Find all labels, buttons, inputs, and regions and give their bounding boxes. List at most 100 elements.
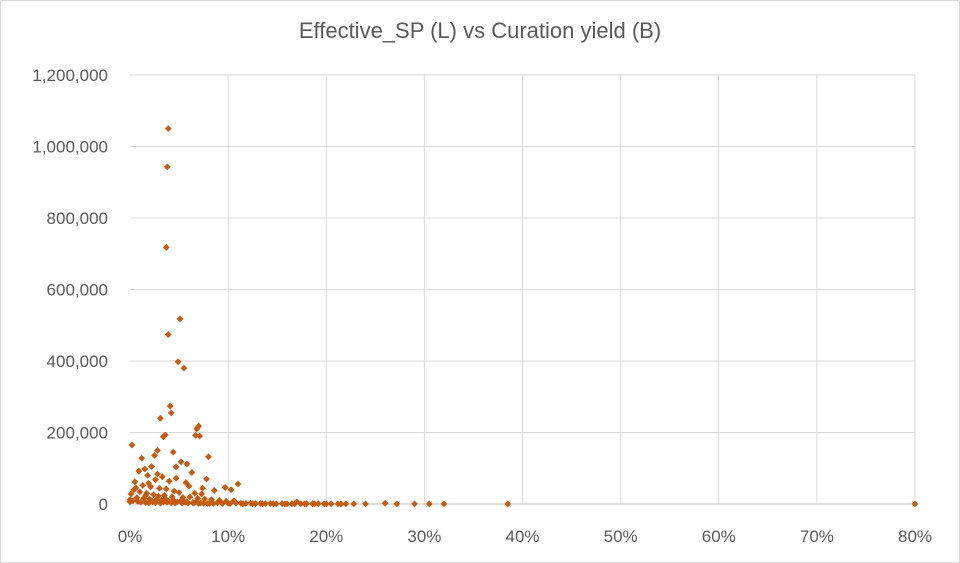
data-point: [213, 499, 221, 507]
data-point: [191, 489, 199, 497]
data-point: [133, 494, 141, 501]
data-point: [177, 458, 185, 466]
data-point: [167, 409, 175, 417]
data-point: [148, 463, 155, 470]
x-tick-label: 10%: [211, 527, 245, 546]
data-point: [177, 497, 185, 505]
data-point: [158, 473, 166, 481]
data-point: [174, 358, 182, 366]
data-point: [182, 479, 190, 486]
y-tick-label: 200,000: [47, 424, 108, 443]
data-point: [311, 500, 318, 508]
data-point: [362, 500, 369, 508]
y-tick-label: 1,000,000: [32, 138, 108, 157]
data-point: [259, 500, 266, 508]
data-point: [161, 495, 169, 503]
data-point: [151, 451, 158, 459]
data-point: [337, 500, 345, 508]
data-point: [154, 446, 161, 454]
y-tick-label: 600,000: [47, 281, 108, 300]
data-point: [152, 499, 159, 507]
data-point: [145, 479, 153, 487]
data-point: [185, 482, 193, 490]
data-point: [227, 486, 235, 494]
data-point: [381, 499, 389, 507]
data-point: [196, 432, 204, 440]
data-point: [192, 498, 200, 506]
data-point: [137, 498, 145, 506]
y-tick-label: 400,000: [47, 352, 108, 371]
data-point: [175, 489, 183, 496]
data-point: [172, 463, 180, 471]
data-point: [425, 500, 433, 508]
data-point: [166, 402, 174, 410]
data-point: [301, 500, 309, 508]
data-point: [195, 500, 203, 507]
data-point: [162, 243, 170, 251]
data-point: [297, 500, 305, 508]
data-point: [269, 500, 277, 508]
data-point: [179, 494, 187, 501]
data-point: [126, 498, 134, 506]
data-point: [154, 470, 161, 478]
data-point: [164, 331, 172, 338]
y-tick-label: 0: [99, 495, 108, 514]
data-point: [136, 488, 144, 496]
data-point: [183, 460, 191, 468]
data-point: [350, 500, 358, 508]
data-point: [134, 498, 142, 505]
data-point: [327, 500, 335, 508]
data-point: [157, 499, 164, 507]
y-tick-label: 1,200,000: [32, 66, 108, 85]
data-point: [504, 500, 512, 508]
x-tick-label: 70%: [800, 527, 834, 546]
chart-title: Effective_SP (L) vs Curation yield (B): [298, 18, 662, 43]
data-point: [127, 490, 135, 498]
data-point: [132, 484, 140, 492]
data-point: [152, 476, 159, 484]
data-point: [188, 469, 196, 476]
data-point: [218, 500, 226, 508]
data-point: [195, 422, 203, 430]
data-point: [210, 487, 218, 494]
data-point: [144, 472, 152, 479]
data-point: [161, 431, 169, 439]
data-point: [204, 500, 211, 507]
data-point: [192, 431, 200, 439]
data-point: [342, 500, 350, 508]
data-point: [176, 315, 184, 323]
data-point: [322, 500, 330, 508]
data-point: [169, 448, 177, 456]
data-point: [393, 500, 401, 508]
data-point: [249, 500, 257, 508]
data-point: [131, 478, 139, 486]
data-point: [159, 433, 167, 441]
x-tick-label: 40%: [505, 527, 539, 546]
data-point: [169, 496, 177, 504]
data-point: [315, 500, 322, 508]
data-point: [193, 425, 201, 433]
x-tick-label: 60%: [702, 527, 736, 546]
data-point: [159, 498, 167, 506]
data-point: [440, 500, 448, 508]
data-point: [142, 492, 150, 499]
x-tick-label: 30%: [407, 527, 441, 546]
data-point: [232, 499, 240, 507]
data-point: [172, 474, 180, 482]
data-point: [139, 482, 147, 489]
x-tick-label: 20%: [309, 527, 343, 546]
data-points: [126, 125, 919, 508]
data-point: [291, 500, 299, 508]
data-point: [157, 414, 164, 422]
data-point: [164, 125, 172, 133]
y-tick-label: 800,000: [47, 209, 108, 228]
data-point: [162, 485, 170, 493]
data-point: [203, 475, 210, 483]
x-tick-label: 0%: [118, 527, 143, 546]
data-point: [180, 364, 188, 372]
data-point: [138, 454, 146, 462]
data-point: [128, 441, 136, 449]
data-point: [226, 500, 234, 507]
